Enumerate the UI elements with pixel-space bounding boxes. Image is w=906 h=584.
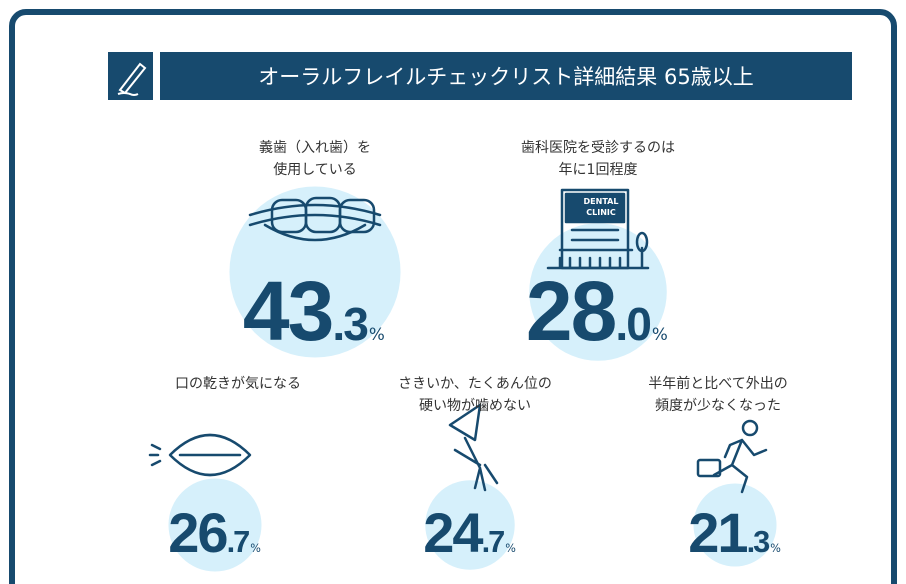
item-unit: % xyxy=(770,542,781,555)
item-unit: % xyxy=(652,324,668,344)
item-unit: % xyxy=(250,542,261,555)
item-unit: % xyxy=(369,324,385,344)
item-value: 28.0 xyxy=(526,264,650,358)
item-value: 21.3 xyxy=(688,501,770,564)
item-value: 43.3 xyxy=(243,264,368,358)
value-circle xyxy=(529,223,667,361)
item-label: 口の乾きが気になる xyxy=(175,376,301,392)
item-label: さきいか、たくあん位の xyxy=(398,376,552,392)
item-label: 義歯（入れ歯）を xyxy=(259,139,371,156)
clinic-text: CLINIC xyxy=(586,208,616,217)
item-label: 半年前と比べて外出の xyxy=(648,375,787,392)
value-circle xyxy=(425,480,515,570)
squid-icon xyxy=(448,403,499,492)
item-label: 年に1回程度 xyxy=(559,162,638,178)
value-circle xyxy=(693,483,777,567)
header-title: オーラルフレイルチェックリスト詳細結果 65歳以上 xyxy=(258,65,753,89)
clinic-text: DENTAL xyxy=(584,197,619,206)
item-label: 歯科医院を受診するのは xyxy=(521,140,675,156)
item-label: 硬い物が噛めない xyxy=(419,398,531,414)
item-unit: % xyxy=(505,542,516,555)
header-bar xyxy=(160,52,852,100)
item-label: 使用している xyxy=(273,161,357,178)
pen-icon xyxy=(117,62,147,96)
item-value: 24.7 xyxy=(423,501,504,564)
value-circle xyxy=(168,478,262,572)
denture-icon xyxy=(248,196,382,242)
item-value: 26.7 xyxy=(168,501,249,564)
runner-icon xyxy=(696,419,768,494)
clinic-icon xyxy=(546,188,650,270)
mouth-icon xyxy=(148,433,252,477)
item-label: 頻度が少なくなった xyxy=(655,398,781,414)
